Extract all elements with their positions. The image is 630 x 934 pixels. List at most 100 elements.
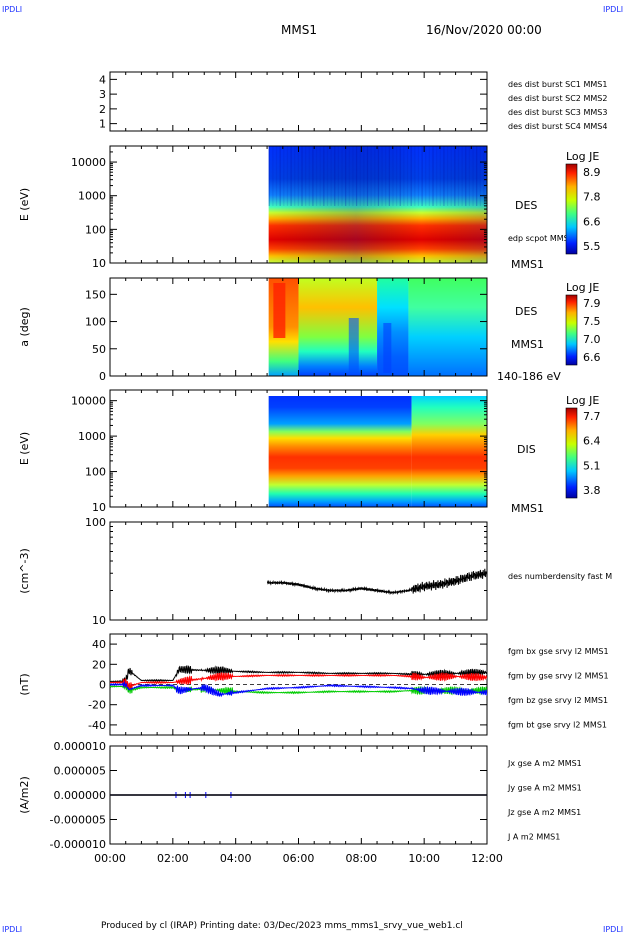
y-tick-label: 10000 bbox=[71, 156, 106, 169]
panel-frame bbox=[109, 521, 488, 621]
x-tick-label: 00:00 bbox=[94, 852, 126, 865]
des-energy-stripe bbox=[421, 146, 423, 206]
des-energy-stripe bbox=[472, 146, 474, 206]
des-energy-stripe bbox=[450, 146, 452, 206]
des-energy-stripe bbox=[446, 146, 449, 206]
colorbar-tick-label: 6.6 bbox=[583, 351, 601, 364]
des-energy-stripe bbox=[370, 146, 372, 206]
corner-label-bottom-left: IPDLI bbox=[2, 925, 22, 934]
colorbar-tick-label: 7.8 bbox=[583, 191, 601, 204]
y-tick-label: 0 bbox=[99, 370, 106, 383]
dis-spacecraft-label: MMS1 bbox=[511, 502, 544, 515]
des-energy-stripe bbox=[363, 146, 365, 206]
colorbar-bar bbox=[565, 407, 578, 499]
corner-label-bottom-right: IPDLI bbox=[603, 925, 623, 934]
des-energy-stripe bbox=[286, 146, 289, 206]
des-energy-stripe bbox=[377, 146, 380, 206]
colorbar-tick-label: 5.1 bbox=[583, 459, 601, 472]
y-tick-label: 20 bbox=[92, 658, 106, 671]
des-energy-stripe bbox=[359, 146, 361, 206]
fgm-legend-entry: fgm bz gse srvy l2 MMS1 bbox=[508, 696, 608, 705]
y-axis-label: E (eV) bbox=[18, 188, 31, 221]
pitch-angle-spectrogram bbox=[377, 278, 409, 376]
dis-label: DIS bbox=[517, 443, 536, 456]
fgm-series-line bbox=[110, 671, 487, 690]
des-energy-stripe bbox=[406, 146, 409, 206]
y-tick-label: 1000 bbox=[78, 430, 106, 443]
des-energy-stripe bbox=[388, 146, 390, 206]
fgm-series-line bbox=[110, 664, 487, 686]
y-tick-label: 100 bbox=[85, 316, 106, 329]
des-spacecraft-label: MMS1 bbox=[511, 258, 544, 271]
colorbar-tick-label: 7.9 bbox=[583, 297, 601, 310]
y-axis-label: (nT) bbox=[18, 673, 31, 695]
pitch-angle-spectrogram bbox=[408, 278, 487, 376]
des-energy-stripe bbox=[381, 146, 383, 206]
des-energy-stripe bbox=[323, 146, 325, 206]
date-title: 16/Nov/2020 00:00 bbox=[426, 23, 542, 37]
des-energy-stripe bbox=[399, 146, 401, 206]
des-energy-stripe bbox=[319, 146, 321, 206]
des-energy-stripe bbox=[417, 146, 420, 206]
x-tick-label: 08:00 bbox=[345, 852, 377, 865]
fgm-legend-entry: fgm bt gse srvy l2 MMS1 bbox=[508, 721, 607, 730]
y-tick-label: -0.000010 bbox=[50, 838, 106, 851]
des-energy-stripe bbox=[432, 146, 434, 206]
des-energy-stripe bbox=[414, 146, 416, 206]
fgm-series-group bbox=[110, 664, 487, 698]
des-energy-stripe bbox=[345, 146, 347, 206]
y-axis-label: a (deg) bbox=[18, 307, 31, 347]
colorbar-title: Log JE bbox=[566, 281, 599, 294]
dis-energy-spectrogram bbox=[411, 396, 487, 507]
colorbar-bar bbox=[565, 163, 578, 255]
des-energy-stripe bbox=[337, 146, 339, 206]
density-legend-entry: des numberdensity fast M bbox=[508, 572, 612, 581]
colorbar-title: Log JE bbox=[566, 150, 599, 163]
panels-group: 1 2 3 4 des dist burst SC1 MMS1 des dist burs… bbox=[18, 71, 612, 865]
y-tick-label: 10 bbox=[92, 257, 106, 270]
y-tick-label: 100 bbox=[85, 223, 106, 236]
des-energy-stripe bbox=[457, 146, 460, 206]
y-tick-label: 10 bbox=[92, 614, 106, 627]
footer-text: Produced by cl (IRAP) Printing date: 03/… bbox=[101, 921, 463, 931]
y-tick-label: 50 bbox=[92, 343, 106, 356]
y-axis-label: E (eV) bbox=[18, 432, 31, 465]
colorbar-tick-label: 6.4 bbox=[583, 435, 601, 448]
colorbar-tick-label: 8.9 bbox=[583, 166, 601, 179]
x-tick-label: 04:00 bbox=[220, 852, 252, 865]
current-legend-entry: Jx gse A m2 MMS1 bbox=[507, 759, 582, 768]
des-energy-stripe bbox=[443, 146, 445, 206]
des-energy-stripe bbox=[483, 146, 485, 206]
des-energy-stripe bbox=[305, 146, 307, 206]
scpot-label: edp scpot MMS1 bbox=[508, 234, 574, 243]
current-legend-entry: J A m2 MMS1 bbox=[507, 833, 560, 842]
x-tick-label: 02:00 bbox=[157, 852, 189, 865]
density-series-group bbox=[266, 568, 487, 596]
des-energy-stripe bbox=[275, 146, 278, 206]
des-energy-stripe bbox=[301, 146, 303, 206]
des-energy-stripe bbox=[341, 146, 343, 206]
fgm-legend-entry: fgm by gse srvy l2 MMS1 bbox=[508, 672, 609, 681]
des-energy-stripe bbox=[410, 146, 412, 206]
des-energy-stripe bbox=[439, 146, 441, 206]
des-energy-stripe bbox=[355, 146, 358, 206]
corner-label-top-right: IPDLI bbox=[603, 5, 623, 14]
y-tick-label: 4 bbox=[99, 73, 106, 86]
dis-energy-spectrogram bbox=[268, 396, 412, 507]
current-legend-entry: Jz gse A m2 MMS1 bbox=[507, 808, 581, 817]
des-energy-stripe bbox=[476, 146, 478, 206]
y-axis-label: (A/m2) bbox=[18, 776, 31, 814]
des-energy-stripe bbox=[374, 146, 376, 206]
x-tick-label: 10:00 bbox=[408, 852, 440, 865]
y-tick-label: -0.000005 bbox=[50, 814, 106, 827]
des-energy-stripe bbox=[290, 146, 292, 206]
des-energy-stripe bbox=[268, 146, 270, 206]
spacecraft-legend-entry: des dist burst SC3 MMS3 bbox=[508, 108, 607, 117]
des-energy-stripe bbox=[468, 146, 471, 206]
colorbar-tick-label: 7.7 bbox=[583, 410, 601, 423]
y-tick-label: 0.000010 bbox=[54, 740, 107, 753]
y-tick-label: 100 bbox=[85, 516, 106, 529]
des-energy-stripe bbox=[436, 146, 438, 206]
spacecraft-legend-entry: des dist burst SC4 MMS4 bbox=[508, 122, 607, 131]
y-tick-label: -40 bbox=[88, 719, 106, 732]
